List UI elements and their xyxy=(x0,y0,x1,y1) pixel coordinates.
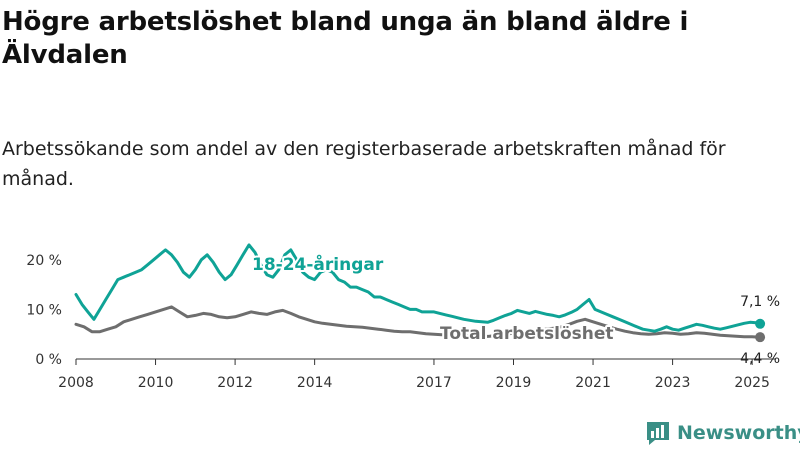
total-end-value-label: 4,4 % xyxy=(740,351,780,367)
chart-axes: 0 % 10 % 20 % 2008 2010 2012 2014 2017 2019 2021 2… xyxy=(26,253,776,391)
series-end-point-young xyxy=(755,318,766,329)
chart-subtitle: Arbetssökande som andel av den registerb… xyxy=(2,138,726,190)
young-end-value-label: 7,1 % xyxy=(740,294,780,310)
x-tick-label: 2023 xyxy=(655,375,691,391)
chart-labels: 7,1 % 4,4 % 18-24-åringar Total arbetslöshe… xyxy=(250,251,780,367)
x-tick-label: 2008 xyxy=(58,375,94,391)
x-tick-label: 2025 xyxy=(734,375,770,391)
chart-lines xyxy=(74,243,766,343)
x-tick-label: 2021 xyxy=(575,375,611,391)
brand-logo[interactable]: Newsworthy xyxy=(645,420,800,446)
series-line-total xyxy=(74,305,762,339)
series-line-young xyxy=(74,243,762,333)
chart-title: Högre arbetslöshet bland unga än bland ä… xyxy=(2,7,689,70)
y-tick-label: 20 % xyxy=(26,253,62,269)
newsworthy-logo-icon xyxy=(647,422,669,445)
x-tick-label: 2012 xyxy=(217,375,253,391)
series-name-label-total: Total arbetslöshet xyxy=(440,324,614,344)
series-name-label-young: 18-24-åringar xyxy=(252,253,384,275)
series-end-point-total xyxy=(755,332,766,343)
x-tick-label: 2010 xyxy=(138,375,174,391)
x-tick-label: 2014 xyxy=(297,375,333,391)
y-tick-label: 10 % xyxy=(26,302,62,318)
x-tick-label: 2017 xyxy=(416,375,452,391)
y-tick-label: 0 % xyxy=(35,352,62,368)
x-tick-label: 2019 xyxy=(496,375,532,391)
brand-name: Newsworthy xyxy=(677,422,800,444)
